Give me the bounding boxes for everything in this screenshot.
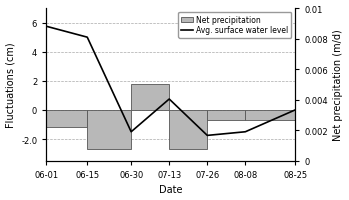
- Bar: [169, 110, 207, 149]
- Bar: [131, 85, 169, 110]
- X-axis label: Date: Date: [159, 185, 183, 194]
- Bar: [207, 110, 245, 121]
- Bar: [46, 110, 87, 128]
- Bar: [87, 110, 131, 149]
- Legend: Net precipitation, Avg. surface water level: Net precipitation, Avg. surface water le…: [178, 13, 291, 38]
- Y-axis label: Net precipitation (m/d): Net precipitation (m/d): [333, 29, 343, 141]
- Bar: [245, 110, 295, 121]
- Y-axis label: Fluctuations (cm): Fluctuations (cm): [6, 42, 16, 128]
